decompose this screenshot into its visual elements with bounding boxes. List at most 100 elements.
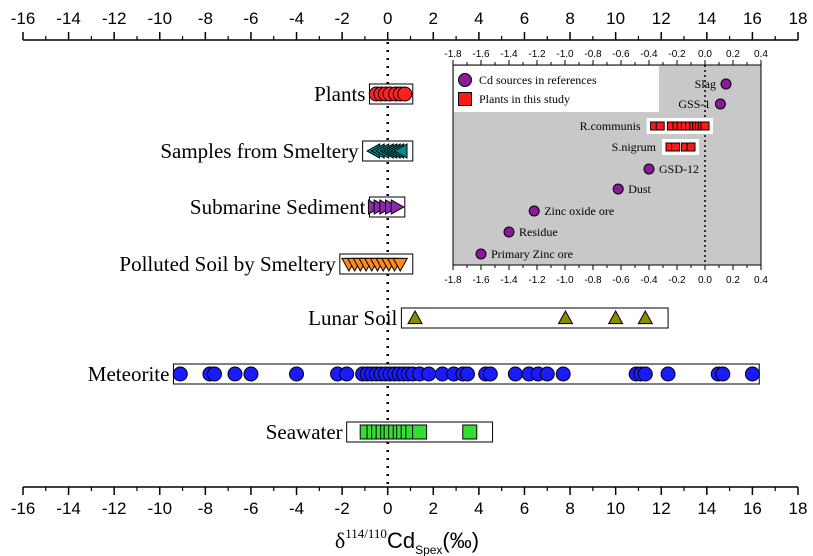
reference-point (643, 163, 655, 175)
bottom-tick-label: 14 (697, 499, 716, 518)
bottom-tick-label: -14 (56, 499, 81, 518)
inset-top-tick-label: 0.0 (698, 49, 712, 60)
category-label: Polluted Soil by Smeltery (119, 252, 336, 276)
bottom-tick-label: -2 (335, 499, 350, 518)
reference-point-label: Residue (519, 225, 558, 239)
data-point (507, 366, 523, 382)
top-tick-label: 8 (565, 9, 574, 28)
data-point (397, 86, 413, 102)
category-row: Plants (314, 82, 414, 106)
reference-point-label: Slag (695, 77, 716, 91)
category-range-box (400, 307, 669, 329)
inset-top-tick-label: -1.4 (500, 49, 518, 60)
data-point (206, 366, 222, 382)
inset-bottom-tick-label: 0.0 (698, 275, 712, 286)
data-point (459, 366, 475, 382)
inset-top-tick-label: -1.8 (444, 49, 462, 60)
top-tick-label: -10 (147, 9, 172, 28)
reference-point-group: Zinc oxide ore (528, 204, 614, 218)
data-point (421, 366, 437, 382)
inset-bottom-tick-label: -0.4 (640, 275, 658, 286)
data-point (637, 309, 654, 325)
x-axis-title-sup: 114/110 (345, 526, 387, 541)
reference-point-group: Slag (695, 77, 732, 91)
top-tick-label: 14 (697, 9, 716, 28)
plant-series-label: R.communis (580, 119, 641, 133)
bottom-tick-label: -10 (147, 499, 172, 518)
category-label: Samples from Smeltery (160, 139, 359, 163)
inset-bottom-tick-label: -1.0 (556, 275, 574, 286)
reference-point (612, 183, 624, 195)
data-point (289, 366, 305, 382)
top-tick-label: 6 (520, 9, 529, 28)
inset-legend: Cd sources in references Plants in this s… (454, 66, 659, 112)
inset-top-tick-label: -1.6 (472, 49, 490, 60)
reference-point-group: Primary Zinc ore (475, 247, 573, 261)
reference-point (720, 78, 732, 90)
x-axis-title-main: Cd (387, 528, 415, 553)
legend-label: Cd sources in references (479, 73, 597, 87)
inset-bottom-tick-label: -0.6 (612, 275, 630, 286)
category-row: Lunar Soil (308, 306, 669, 330)
x-axis-title: δ114/110CdSpex(‰) (335, 526, 479, 556)
bottom-tick-label: 2 (429, 499, 438, 518)
reference-point-label: Dust (628, 182, 651, 196)
inset-bottom-tick-label: 0.4 (754, 275, 768, 286)
category-label: Plants (314, 82, 365, 106)
top-tick-label: 4 (474, 9, 483, 28)
plant-series-label: S.nigrum (612, 140, 657, 154)
bottom-tick-label: 12 (652, 499, 671, 518)
reference-point (475, 248, 487, 260)
data-point (462, 424, 478, 440)
reference-point-group: Residue (503, 225, 558, 239)
data-point (339, 366, 355, 382)
legend-label: Plants in this study (479, 92, 570, 106)
inset-top-tick-label: -0.2 (668, 49, 686, 60)
top-tick-label: -8 (198, 9, 213, 28)
data-point (392, 257, 409, 273)
inset-top-tick-label: -1.2 (528, 49, 546, 60)
bottom-tick-label: -8 (198, 499, 213, 518)
inset-bottom-tick-label: -1.8 (444, 275, 462, 286)
top-tick-label: -12 (102, 9, 127, 28)
data-point (390, 199, 405, 215)
reference-point-group: Dust (612, 182, 652, 196)
data-point (243, 366, 259, 382)
category-label: Meteorite (88, 362, 170, 386)
reference-point-label: GSS-1 (678, 97, 710, 111)
bottom-tick-label: 0 (383, 499, 392, 518)
top-tick-label: 10 (606, 9, 625, 28)
bottom-tick-label: 10 (606, 499, 625, 518)
category-row: Meteorite (88, 362, 760, 386)
inset-plot: -1.8 -1.8 -1.6 -1.6 -1.4 -1.4 -1.2 -1.2 -1.0 -1.0… (444, 49, 768, 286)
data-point (539, 366, 555, 382)
inset-bottom-tick-label: -0.8 (584, 275, 602, 286)
data-point (660, 366, 676, 382)
data-point (412, 424, 428, 440)
category-range-box (362, 140, 414, 162)
inset-top-tick-label: 0.2 (726, 49, 740, 60)
legend-marker (458, 73, 472, 87)
category-range-box (346, 421, 494, 443)
inset-top-tick-label: -1.0 (556, 49, 574, 60)
inset-top-tick-label: -0.4 (640, 49, 658, 60)
legend-marker (458, 92, 472, 106)
plant-point (655, 121, 665, 131)
top-tick-label: 0 (383, 9, 392, 28)
plant-point (700, 121, 710, 131)
data-point (557, 309, 574, 325)
bottom-tick-label: -12 (102, 499, 127, 518)
top-tick-label: 12 (652, 9, 671, 28)
x-axis-title-prefix: δ (335, 528, 345, 553)
plant-series: S.nigrum (612, 139, 699, 155)
category-label: Lunar Soil (308, 306, 397, 330)
reference-point-group: GSD-12 (643, 162, 699, 176)
reference-point-label: GSD-12 (659, 162, 699, 176)
category-row: Samples from Smeltery (160, 139, 414, 163)
reference-point-label: Zinc oxide ore (544, 204, 614, 218)
top-tick-label: -6 (243, 9, 258, 28)
top-tick-label: -14 (56, 9, 81, 28)
data-point (744, 366, 760, 382)
bottom-tick-label: -4 (289, 499, 304, 518)
